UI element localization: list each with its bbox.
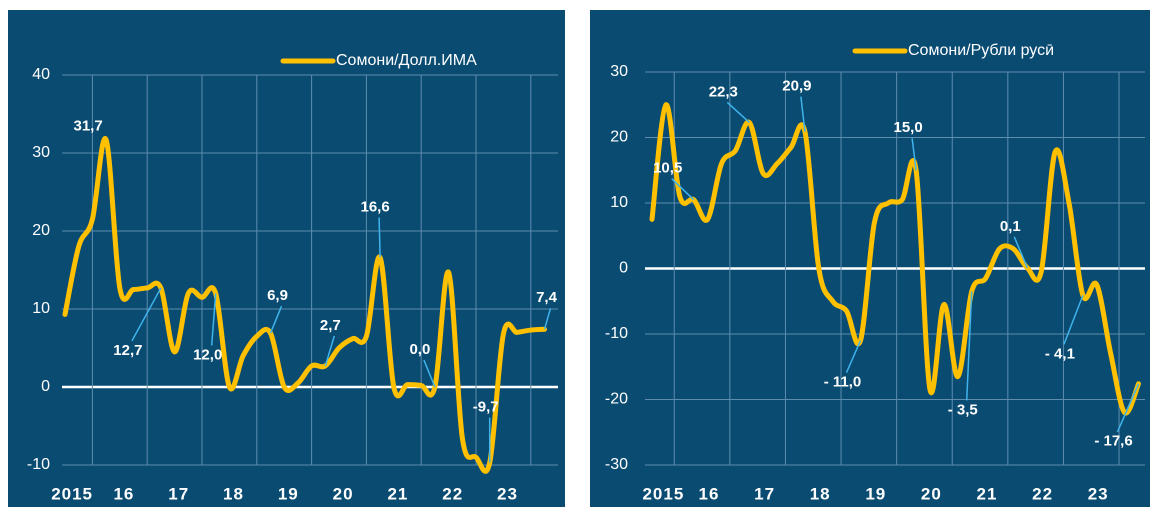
leader-line: [726, 101, 750, 123]
y-tick-label: 0: [41, 378, 50, 395]
x-tick-label: 20: [921, 484, 942, 503]
x-tick-label: 21: [977, 484, 998, 503]
leader-line: [800, 96, 806, 132]
x-tick-label: 2015: [642, 484, 684, 503]
leader-line: [324, 335, 336, 367]
x-tick-label: 21: [387, 484, 408, 503]
data-label: 6,9: [267, 287, 288, 304]
data-label: 12,0: [193, 346, 222, 363]
data-label: 15,0: [893, 119, 922, 136]
x-tick-label: 2015: [51, 484, 93, 503]
data-label: 2,7: [320, 317, 341, 334]
data-label: 0,0: [409, 341, 430, 358]
leader-line: [911, 138, 917, 171]
leader-line: [845, 340, 862, 373]
leader-line: [1013, 236, 1028, 269]
x-tick-label: 19: [278, 484, 299, 503]
y-tick-label: 40: [32, 66, 50, 83]
x-tick-label: 16: [699, 484, 720, 503]
leader-line: [210, 293, 217, 346]
y-tick-label: -30: [605, 456, 628, 473]
data-label: - 17,6: [1094, 433, 1132, 450]
data-label: - 3,5: [948, 401, 978, 418]
x-tick-label: 16: [113, 484, 134, 503]
x-tick-label: 23: [1088, 484, 1109, 503]
leader-line: [965, 291, 973, 401]
y-tick-label: 20: [610, 129, 628, 146]
leader-line: [1063, 295, 1084, 345]
y-tick-label: 30: [32, 144, 50, 161]
data-label: - 4,1: [1045, 345, 1075, 362]
y-tick-label: -10: [27, 456, 50, 473]
data-label: 31,7: [73, 118, 102, 135]
x-tick-label: 22: [442, 484, 463, 503]
x-tick-label: 20: [333, 484, 354, 503]
y-tick-label: 0: [619, 260, 628, 277]
x-tick-label: 23: [497, 484, 518, 503]
x-tick-label: 22: [1032, 484, 1053, 503]
panel: [8, 10, 565, 507]
data-label: 12,7: [113, 342, 142, 359]
data-label: - 11,0: [824, 374, 862, 391]
x-tick-label: 19: [865, 484, 886, 503]
y-tick-label: -10: [605, 325, 628, 342]
data-label: 7,4: [536, 289, 558, 306]
data-label: 10,5: [653, 160, 682, 177]
data-label: 16,6: [360, 198, 389, 215]
y-tick-label: -20: [605, 391, 628, 408]
y-tick-label: 20: [32, 222, 50, 239]
y-tick-label: 30: [610, 63, 628, 80]
leader-line: [378, 217, 381, 258]
data-label: 22,3: [709, 83, 738, 100]
leader-line: [671, 178, 695, 201]
legend-label: Сомони/Долл.ИМА: [336, 52, 477, 69]
leader-line: [423, 359, 436, 388]
leader-line: [269, 305, 283, 334]
data-label: 20,9: [782, 78, 811, 95]
x-tick-label: 18: [810, 484, 831, 503]
x-tick-label: 18: [223, 484, 244, 503]
series-line: [62, 136, 547, 474]
data-label: -9,7: [473, 399, 499, 416]
leader-line: [543, 308, 552, 330]
legend-label: Сомони/Рубли русӣ: [908, 42, 1054, 59]
leader-line: [1116, 383, 1140, 433]
data-label: 0,1: [1000, 218, 1021, 235]
y-tick-label: 10: [610, 194, 628, 211]
leader-line: [131, 287, 162, 342]
x-tick-label: 17: [754, 484, 775, 503]
y-tick-label: 10: [32, 300, 50, 317]
series-line: [649, 102, 1141, 416]
x-tick-label: 17: [168, 484, 189, 503]
